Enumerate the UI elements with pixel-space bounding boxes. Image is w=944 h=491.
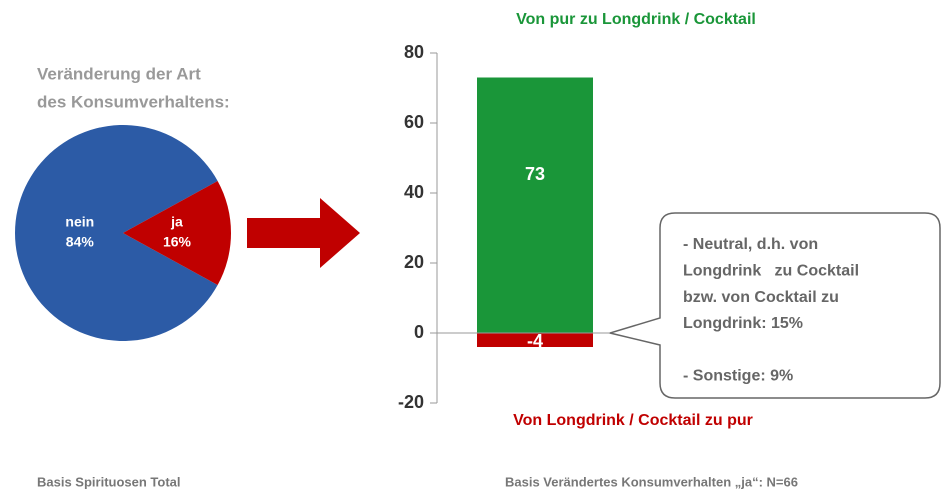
data-label: -4	[527, 331, 543, 351]
pie-slice	[15, 124, 218, 341]
value-label: 16%	[163, 234, 192, 250]
y-tick-label: 20	[404, 252, 424, 272]
callout-text: bzw. von Cocktail zu	[683, 289, 839, 306]
series-label: Von pur zu Longdrink / Cocktail	[516, 11, 756, 28]
arrow	[247, 198, 360, 268]
bar-segment	[477, 77, 593, 333]
callout-text: Longdrink zu Cocktail	[683, 263, 859, 280]
callout-text: Longdrink: 15%	[683, 315, 803, 332]
y-tick-label: 80	[404, 42, 424, 62]
data-label: 73	[525, 164, 545, 184]
y-tick-label: 60	[404, 112, 424, 132]
pie-title: Veränderung der Art	[37, 64, 201, 83]
y-tick-label: 40	[404, 182, 424, 202]
pie-title: des Konsumverhaltens:	[37, 92, 230, 111]
series-label: Von Longdrink / Cocktail zu pur	[513, 412, 753, 429]
callout-text: - Sonstige: 9%	[683, 368, 793, 385]
slice-label: ja	[170, 214, 183, 230]
bar-segment	[477, 333, 593, 347]
y-tick-label: -20	[398, 392, 424, 412]
callout	[607, 212, 941, 399]
slice-label: nein	[65, 214, 94, 230]
y-tick-label: 0	[414, 322, 424, 342]
footnote: Basis Verändertes Konsumverhalten „ja“: …	[505, 474, 798, 489]
pie-slice	[123, 180, 231, 286]
footnote: Basis Spirituosen Total	[37, 474, 181, 489]
value-label: 84%	[66, 234, 95, 250]
callout-text: - Neutral, d.h. von	[683, 236, 818, 253]
